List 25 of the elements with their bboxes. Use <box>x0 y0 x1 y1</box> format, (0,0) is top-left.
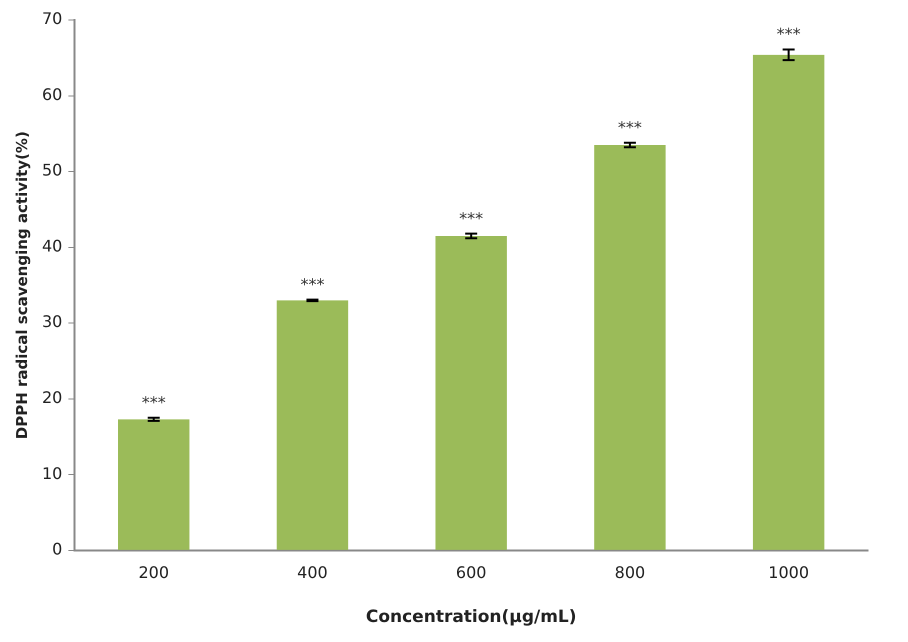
x-tick-label: 400 <box>297 563 328 582</box>
annotation: *** <box>459 208 484 228</box>
bar <box>435 236 507 550</box>
x-tick-label: 1000 <box>768 563 809 582</box>
y-tick-label: 50 <box>42 160 62 180</box>
x-tick-label: 800 <box>614 563 646 582</box>
x-tick-label: 600 <box>456 563 486 582</box>
y-tick-label: 30 <box>42 312 62 332</box>
annotation: *** <box>142 392 166 412</box>
bar <box>594 145 666 550</box>
y-tick-label: 0 <box>52 540 62 559</box>
y-axis-title: DPPH radical scavenging activity(%) <box>12 131 31 440</box>
y-tick-label: 40 <box>42 236 62 256</box>
y-tick-label: 20 <box>42 388 62 408</box>
bar <box>752 54 824 550</box>
y-tick-label: 60 <box>42 84 62 104</box>
annotation: *** <box>300 274 324 294</box>
x-axis-title: Concentration(µg/mL) <box>366 607 577 628</box>
bar <box>276 300 348 550</box>
y-tick-label: 70 <box>42 9 62 28</box>
bar <box>118 419 190 550</box>
y-tick-label: 10 <box>42 464 62 483</box>
annotation: *** <box>618 118 642 137</box>
x-tick-label: 200 <box>138 563 169 582</box>
annotation: *** <box>776 24 801 44</box>
